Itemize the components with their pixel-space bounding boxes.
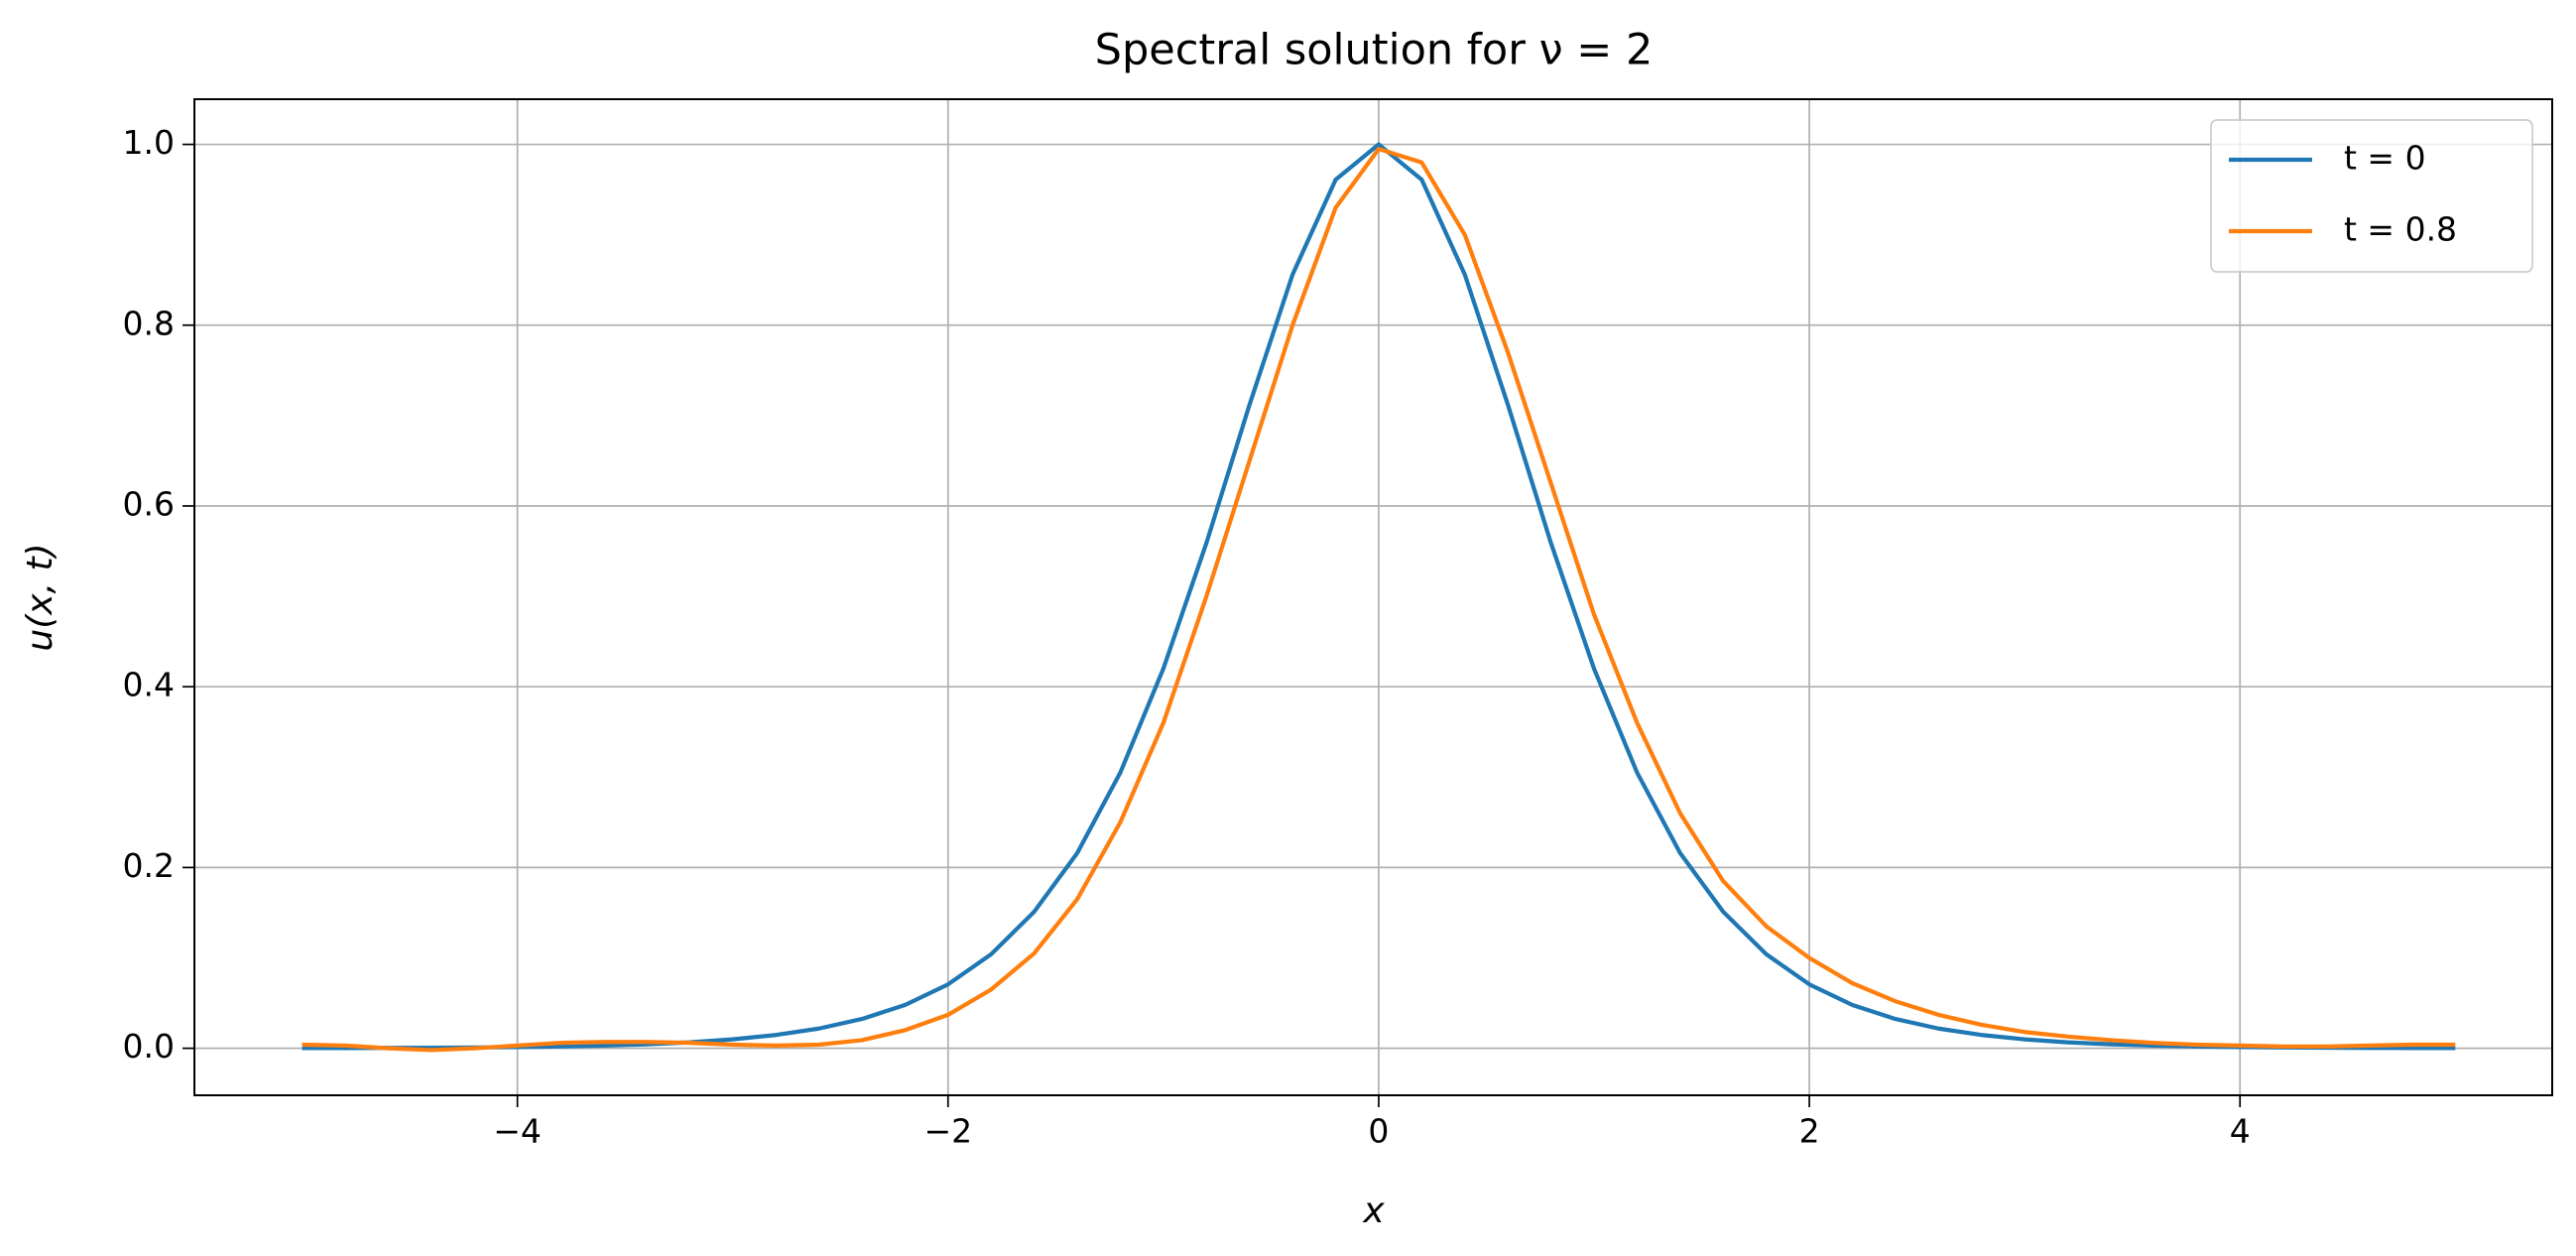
y-tick-label: 0.6 (123, 484, 175, 523)
legend-label: t = 0.8 (2344, 210, 2457, 249)
y-tick-label: 0.2 (123, 846, 175, 885)
y-tick-label: 0.4 (123, 666, 175, 704)
y-axis-label: u(x, t) (20, 543, 61, 651)
line-series (302, 147, 2456, 1053)
y-tick-label: 0.8 (123, 304, 175, 342)
y-tick-label: 0.0 (123, 1027, 175, 1066)
x-tick-label: −4 (493, 1112, 542, 1151)
x-tick-label: 4 (2230, 1112, 2251, 1151)
x-tick-label: 2 (1799, 1112, 1820, 1151)
y-tick-label: 1.0 (123, 123, 175, 162)
x-tick-label: −2 (923, 1112, 972, 1151)
x-tick-label: 0 (1368, 1112, 1389, 1151)
legend: t = 0 t = 0.8 (2210, 119, 2533, 273)
legend-label: t = 0 (2344, 139, 2426, 178)
chart-title: Spectral solution for ν = 2 (1095, 26, 1654, 75)
x-axis-label: x (1362, 1191, 1385, 1231)
plot-frame (193, 98, 2553, 1096)
